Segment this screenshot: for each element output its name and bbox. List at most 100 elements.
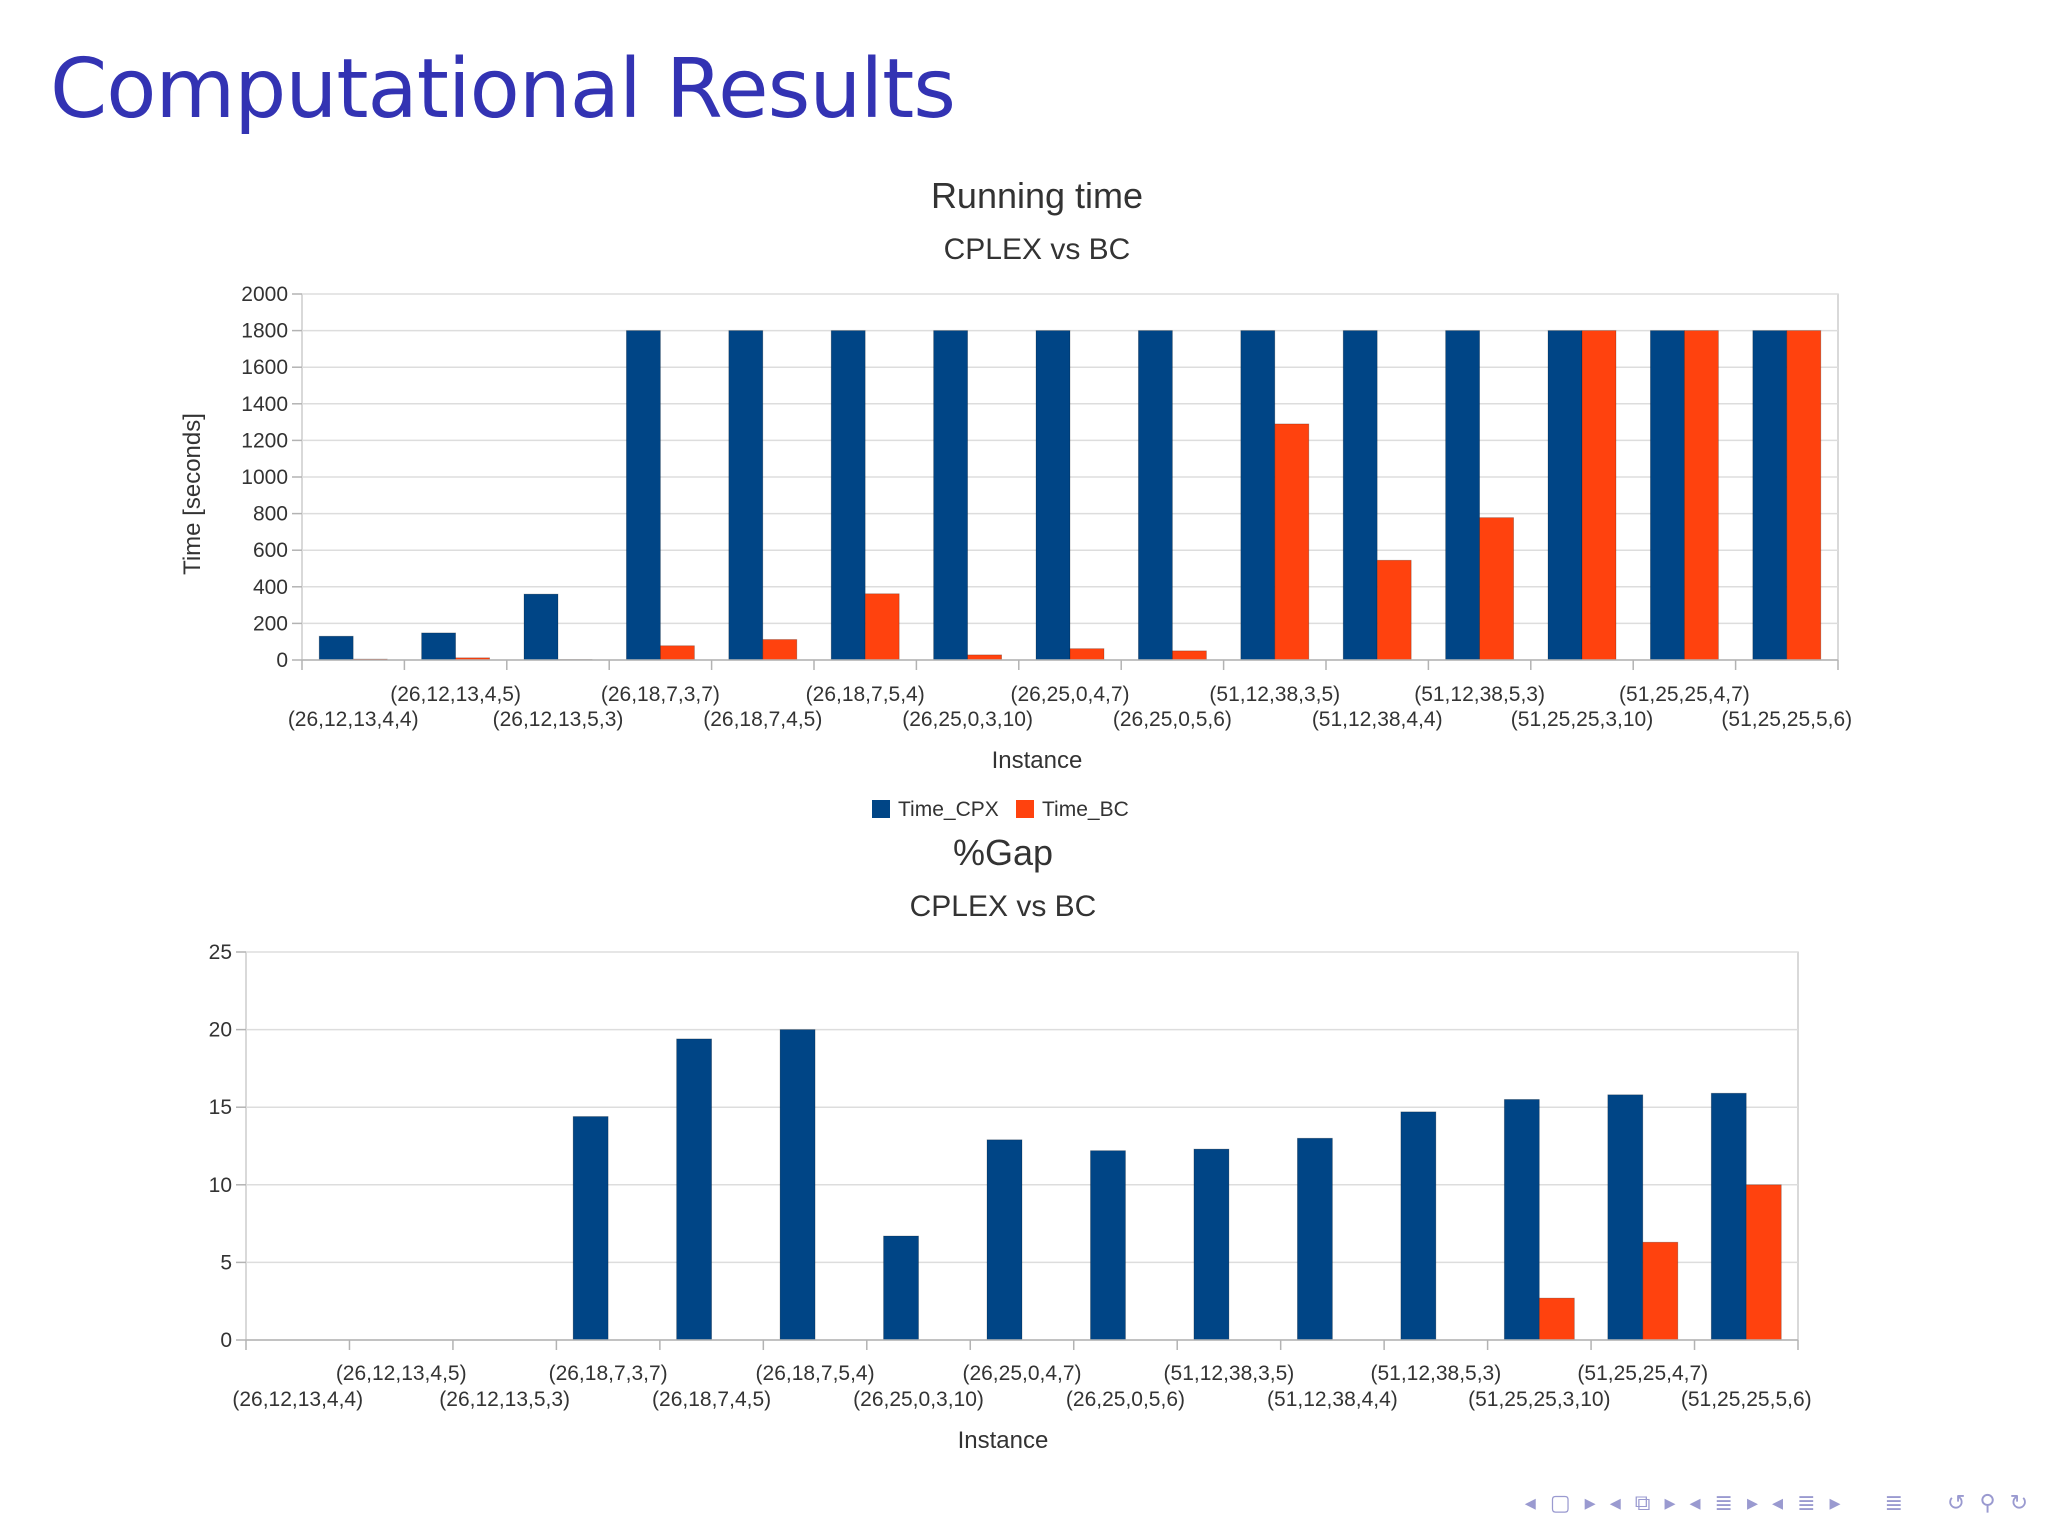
bar-time-bc <box>1684 330 1719 661</box>
x-tick-label: (26,12,13,5,3) <box>493 708 624 731</box>
y-tick-label: 800 <box>253 503 288 526</box>
legend-label: Time_CPX <box>898 798 999 821</box>
x-tick-label: (26,12,13,4,5) <box>336 1362 467 1385</box>
bar-time-cpx <box>1035 330 1071 661</box>
bar-time-bc <box>1069 648 1105 661</box>
y-tick-label: 1200 <box>241 429 288 452</box>
bar-time-cpx <box>626 330 661 661</box>
x-tick-label: (26,25,0,4,7) <box>1010 683 1129 706</box>
zoom-icon[interactable]: ↻ <box>2009 1490 2028 1516</box>
bar-time-cpx <box>1752 330 1788 661</box>
y-tick-label: 0 <box>276 649 288 672</box>
y-tick-label: 25 <box>209 941 232 964</box>
plot-area <box>245 951 1799 1341</box>
y-tick-label: 10 <box>209 1174 232 1197</box>
doc-right-icon[interactable]: ▸ <box>1829 1490 1841 1516</box>
x-axis-label: Instance <box>992 747 1083 774</box>
bar-time-bc <box>967 654 1002 661</box>
search-undo-icon[interactable]: ↺ <box>1947 1490 1966 1516</box>
bar-time-cpx <box>933 330 968 661</box>
bar-gap-cpx <box>1297 1137 1333 1341</box>
section-icon[interactable]: ≣ <box>1714 1490 1733 1516</box>
bar-time-cpx <box>318 635 354 661</box>
search-icon[interactable]: ⚲ <box>1979 1490 1996 1516</box>
x-tick-label: (26,18,7,3,7) <box>549 1362 668 1385</box>
bar-gap-cpx <box>1090 1150 1126 1341</box>
x-tick-label: (51,25,25,3,10) <box>1468 1388 1610 1411</box>
doc-icon[interactable]: ≣ <box>1797 1490 1816 1516</box>
arrow-right-icon[interactable]: ▸ <box>1584 1490 1596 1516</box>
x-tick-label: (26,25,0,5,6) <box>1113 708 1232 731</box>
bar-gap-cpx <box>779 1029 816 1341</box>
x-tick-label: (26,12,13,4,5) <box>390 683 521 706</box>
legend-swatch <box>872 800 890 818</box>
x-tick-label: (26,25,0,3,10) <box>853 1388 984 1411</box>
bar-gap-cpx <box>883 1235 919 1341</box>
x-tick-label: (51,12,38,4,4) <box>1312 708 1443 731</box>
x-tick-label: (51,25,25,4,7) <box>1619 683 1750 706</box>
x-tick-label: (26,18,7,4,5) <box>652 1388 771 1411</box>
x-tick-label: (51,12,38,5,3) <box>1370 1362 1501 1385</box>
chart-subtitle: CPLEX vs BC <box>910 890 1097 923</box>
slide-title: Computational Results <box>50 42 956 137</box>
y-tick-label: 600 <box>253 539 288 562</box>
x-tick-label: (51,25,25,5,6) <box>1681 1388 1812 1411</box>
y-tick-label: 2000 <box>241 283 288 306</box>
bar-time-bc <box>1581 330 1617 661</box>
bar-time-bc <box>660 645 695 661</box>
x-tick-label: (51,25,25,3,10) <box>1511 708 1653 731</box>
x-tick-label: (26,12,13,5,3) <box>439 1388 570 1411</box>
y-tick-label: 200 <box>253 612 288 635</box>
bar-gap-bc <box>1745 1184 1782 1341</box>
subsection-right-icon[interactable]: ▸ <box>1664 1490 1676 1516</box>
x-tick-label: (26,18,7,5,4) <box>756 1362 875 1385</box>
bar-gap-cpx <box>676 1038 712 1341</box>
x-tick-label: (51,12,38,4,4) <box>1267 1388 1398 1411</box>
x-tick-label: (26,25,0,4,7) <box>962 1362 1081 1385</box>
section-right-icon[interactable]: ▸ <box>1746 1490 1759 1516</box>
bar-gap-cpx <box>1193 1148 1230 1341</box>
bar-gap-cpx <box>1710 1092 1747 1341</box>
bar-time-bc <box>1786 330 1822 661</box>
bar-time-cpx <box>523 593 559 661</box>
y-tick-label: 15 <box>209 1096 232 1119</box>
y-tick-label: 5 <box>220 1251 232 1274</box>
toc-icon[interactable]: ≣ <box>1884 1490 1903 1516</box>
x-tick-label: (26,25,0,3,10) <box>902 708 1033 731</box>
frame-icon[interactable]: ▢ <box>1549 1490 1571 1516</box>
x-tick-label: (51,12,38,3,5) <box>1209 683 1340 706</box>
y-axis-label: Time [seconds] <box>179 413 206 575</box>
subsection-left-icon[interactable]: ◂ <box>1609 1490 1621 1516</box>
y-tick-label: 1000 <box>241 466 288 489</box>
arrow-left-icon[interactable]: ◂ <box>1524 1490 1536 1516</box>
x-tick-label: (51,12,38,3,5) <box>1164 1362 1295 1385</box>
running-time-chart: Running time CPLEX vs BC 0 200 400 600 800 1000… <box>179 175 1852 821</box>
section-left-icon[interactable]: ◂ <box>1689 1490 1701 1516</box>
bar-gap-bc <box>1538 1297 1575 1341</box>
bar-gap-cpx <box>1503 1099 1540 1341</box>
y-tick-label: 0 <box>220 1329 232 1352</box>
x-tick-label: (26,25,0,5,6) <box>1066 1388 1185 1411</box>
chart-subtitle: CPLEX vs BC <box>944 233 1131 266</box>
y-tick-label: 1600 <box>241 356 288 379</box>
bar-time-bc <box>1172 650 1207 661</box>
y-tick-label: 1800 <box>241 320 288 343</box>
subsection-icon[interactable]: ⧉ <box>1634 1490 1651 1516</box>
bar-time-cpx <box>830 330 866 661</box>
bar-time-bc <box>1479 517 1514 661</box>
x-tick-label: (51,25,25,4,7) <box>1577 1362 1708 1385</box>
x-tick-label: (26,18,7,3,7) <box>601 683 720 706</box>
y-tick-label: 1400 <box>241 393 288 416</box>
doc-left-icon[interactable]: ◂ <box>1772 1490 1784 1516</box>
bar-time-cpx <box>1138 330 1173 661</box>
bar-gap-cpx <box>1400 1111 1437 1341</box>
x-tick-label: (51,12,38,5,3) <box>1414 683 1545 706</box>
bar-time-cpx <box>728 330 764 661</box>
bar-time-cpx <box>1547 330 1583 661</box>
bar-gap-cpx <box>572 1116 609 1341</box>
bar-time-bc <box>762 639 798 661</box>
chart-title: Running time <box>931 175 1143 216</box>
bar-time-bc <box>1274 423 1310 661</box>
x-tick-label: (26,12,13,4,4) <box>288 708 419 731</box>
y-tick-label: 20 <box>209 1019 232 1042</box>
